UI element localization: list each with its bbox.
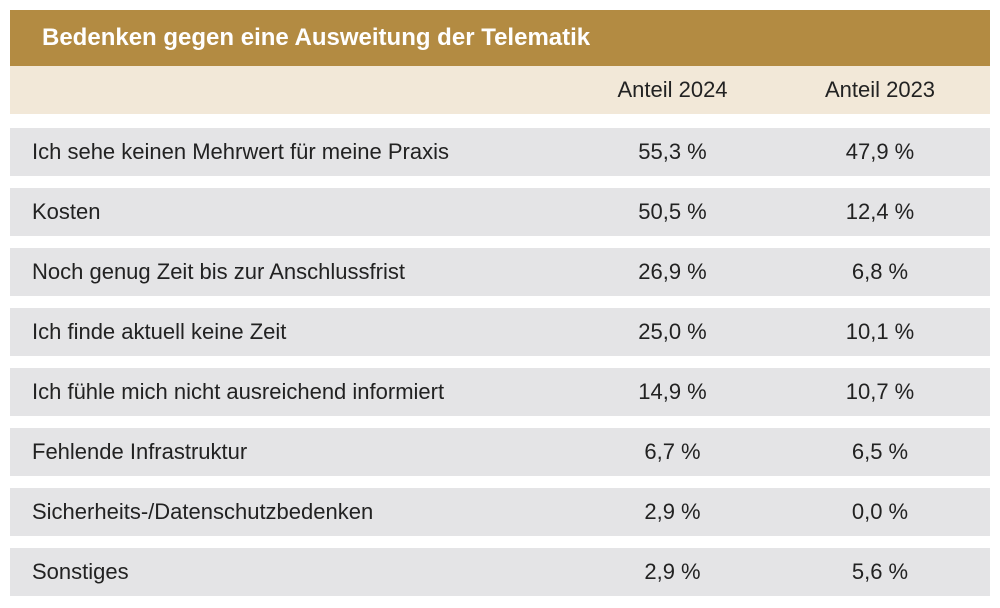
row-value-2023: 12,4 % bbox=[845, 199, 915, 224]
table-row: Fehlende Infrastruktur 6,7 % 6,5 % bbox=[10, 428, 990, 476]
row-label: Ich finde aktuell keine Zeit bbox=[32, 319, 287, 344]
row-value-2023: 0,0 % bbox=[851, 499, 909, 524]
row-value-2024: 25,0 % bbox=[638, 319, 707, 344]
row-value-2024: 2,9 % bbox=[644, 559, 701, 584]
row-value-2023: 10,1 % bbox=[845, 319, 915, 344]
row-value-2024: 50,5 % bbox=[638, 199, 707, 224]
header-anteil-2024: Anteil 2024 bbox=[617, 77, 728, 102]
row-value-2023: 5,6 % bbox=[851, 559, 909, 584]
row-value-2024: 2,9 % bbox=[644, 499, 701, 524]
table-header-row: Anteil 2024 Anteil 2023 bbox=[10, 66, 990, 114]
table-row: Sonstiges 2,9 % 5,6 % bbox=[10, 548, 990, 596]
table-body: Ich sehe keinen Mehrwert für meine Praxi… bbox=[10, 128, 990, 596]
row-label: Fehlende Infrastruktur bbox=[32, 439, 248, 464]
table-row: Ich fühle mich nicht ausreichend informi… bbox=[10, 368, 990, 416]
table-row: Ich finde aktuell keine Zeit 25,0 % 10,1… bbox=[10, 308, 990, 356]
telematik-table: Bedenken gegen eine Ausweitung der Telem… bbox=[10, 10, 990, 608]
row-label: Sicherheits-/Datenschutzbedenken bbox=[32, 499, 374, 524]
table-title: Bedenken gegen eine Ausweitung der Telem… bbox=[10, 10, 990, 66]
row-label: Ich sehe keinen Mehrwert für meine Praxi… bbox=[32, 139, 449, 164]
table-row: Sicherheits-/Datenschutzbedenken 2,9 % 0… bbox=[10, 488, 990, 536]
row-value-2024: 55,3 % bbox=[638, 139, 707, 164]
row-value-2023: 6,5 % bbox=[851, 439, 909, 464]
table-row: Kosten 50,5 % 12,4 % bbox=[10, 188, 990, 236]
row-value-2023: 6,8 % bbox=[851, 259, 909, 284]
table-row: Ich sehe keinen Mehrwert für meine Praxi… bbox=[10, 128, 990, 176]
row-value-2024: 14,9 % bbox=[638, 379, 707, 404]
table-row: Noch genug Zeit bis zur Anschlussfrist 2… bbox=[10, 248, 990, 296]
header-anteil-2023: Anteil 2023 bbox=[824, 77, 936, 102]
row-value-2024: 26,9 % bbox=[638, 259, 707, 284]
row-value-2023: 47,9 % bbox=[845, 139, 915, 164]
row-label: Kosten bbox=[32, 199, 101, 224]
row-label: Ich fühle mich nicht ausreichend informi… bbox=[32, 379, 445, 404]
row-value-2024: 6,7 % bbox=[644, 439, 701, 464]
row-value-2023: 10,7 % bbox=[845, 379, 915, 404]
row-label: Noch genug Zeit bis zur Anschlussfrist bbox=[32, 259, 405, 284]
row-label: Sonstiges bbox=[32, 559, 129, 584]
